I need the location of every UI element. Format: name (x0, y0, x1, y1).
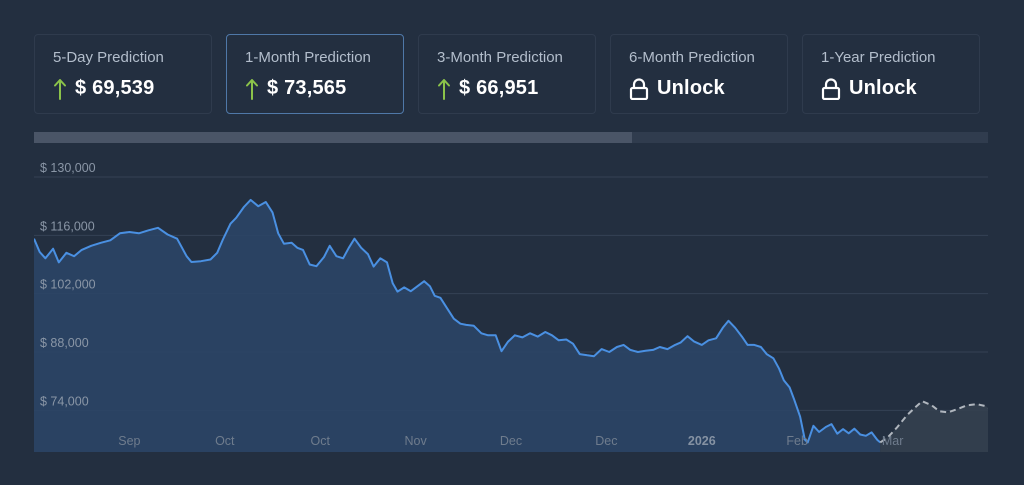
prediction-cards: 5-Day Prediction $ 69,539 1-Month Predic… (34, 34, 988, 116)
unlock-label: Unlock (657, 77, 725, 99)
prediction-card-6-month[interactable]: 6-Month Prediction Unlock (610, 34, 788, 114)
card-title: 6-Month Prediction (629, 49, 755, 66)
card-value: $ 66,951 (459, 77, 539, 99)
y-tick-label: $ 102,000 (40, 278, 96, 292)
y-tick-label: $ 116,000 (40, 219, 95, 233)
price-chart: $ 130,000 $ 116,000 $ 102,000 $ 88,000 $ 74,… (34, 152, 988, 452)
range-scrollbar[interactable] (34, 132, 988, 143)
x-tick-label: Oct (310, 434, 330, 448)
arrow-up-icon (245, 78, 259, 100)
x-tick-label: Oct (215, 434, 235, 448)
x-tick-label: 2026 (688, 434, 716, 448)
card-value: $ 69,539 (75, 77, 155, 99)
prediction-card-1-month[interactable]: 1-Month Prediction $ 73,565 (226, 34, 404, 114)
card-value: $ 73,565 (267, 77, 347, 99)
y-tick-label: $ 88,000 (40, 336, 89, 350)
lock-icon (821, 77, 841, 100)
y-tick-label: $ 74,000 (40, 394, 89, 408)
arrow-up-icon (53, 78, 67, 100)
range-scrollbar-thumb[interactable] (34, 132, 633, 143)
x-tick-label: Nov (404, 434, 427, 448)
x-tick-label: Sep (118, 434, 140, 448)
x-tick-label: Dec (500, 434, 522, 448)
lock-icon (629, 77, 649, 100)
card-title: 1-Year Prediction (821, 49, 936, 66)
prediction-card-3-month[interactable]: 3-Month Prediction $ 66,951 (418, 34, 596, 114)
x-tick-label: Mar (882, 434, 904, 448)
y-tick-label: $ 130,000 (40, 161, 96, 175)
x-tick-label: Feb (786, 434, 808, 448)
forecast-area (880, 401, 988, 452)
prediction-card-1-year[interactable]: 1-Year Prediction Unlock (802, 34, 980, 114)
historical-area (34, 199, 881, 452)
forecast-price-line (879, 400, 988, 444)
card-title: 3-Month Prediction (437, 49, 563, 66)
unlock-label: Unlock (849, 77, 917, 99)
historical-price-line (34, 198, 881, 444)
prediction-card-5-day[interactable]: 5-Day Prediction $ 69,539 (34, 34, 212, 114)
card-title: 5-Day Prediction (53, 49, 164, 66)
arrow-up-icon (437, 78, 451, 100)
card-title: 1-Month Prediction (245, 49, 371, 66)
x-tick-label: Dec (595, 434, 617, 448)
